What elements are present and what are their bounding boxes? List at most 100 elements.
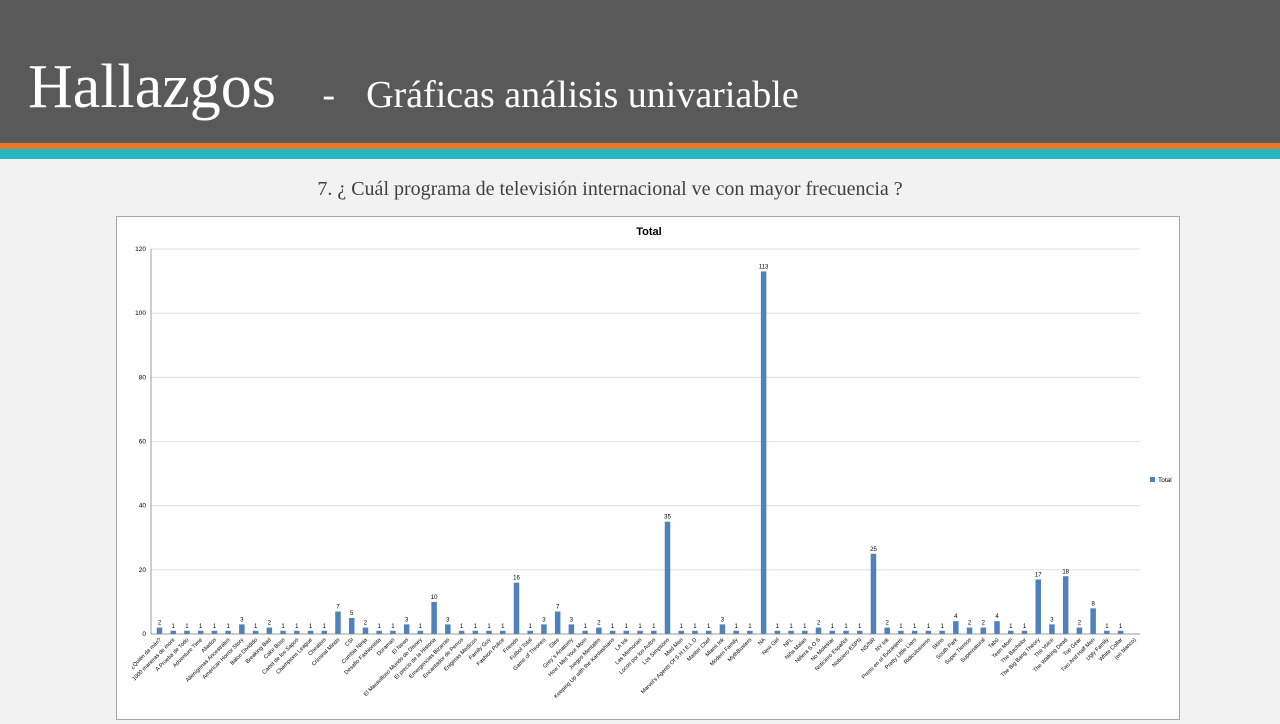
- bar: [733, 630, 739, 634]
- data-label: 1: [638, 624, 642, 630]
- data-label: 18: [1062, 569, 1069, 575]
- data-label: 4: [954, 614, 958, 620]
- data-label: 3: [446, 617, 450, 623]
- data-label: 1: [474, 624, 478, 630]
- chart-gridlines: [151, 248, 1140, 635]
- data-label: 1: [831, 624, 835, 630]
- bar: [802, 630, 808, 634]
- data-label: 5: [350, 611, 354, 617]
- y-tick-label: 0: [142, 631, 146, 638]
- data-label: 1: [913, 624, 917, 630]
- data-label: 3: [542, 617, 546, 623]
- data-label: 1: [391, 624, 395, 630]
- bar: [225, 630, 231, 634]
- bar: [623, 630, 630, 634]
- data-label: 2: [158, 621, 162, 627]
- accent-stripe-teal: [0, 149, 1280, 159]
- bar: [911, 630, 918, 634]
- data-label: 1: [1023, 624, 1027, 630]
- data-label: 1: [611, 624, 615, 630]
- bar: [431, 601, 437, 634]
- bar: [156, 627, 163, 634]
- bar: [184, 630, 190, 634]
- data-label: 1: [226, 624, 230, 630]
- bar-series-total: [156, 271, 1124, 634]
- bar: [458, 630, 465, 634]
- data-label: 10: [431, 595, 438, 601]
- data-label: 35: [664, 515, 671, 521]
- data-label: 1: [419, 624, 423, 630]
- bar: [417, 630, 424, 634]
- bar: [678, 630, 684, 634]
- data-label: 1: [1119, 624, 1123, 630]
- bar: [884, 627, 890, 634]
- bar: [197, 630, 204, 634]
- bar: [280, 630, 286, 634]
- data-label: 3: [1050, 617, 1054, 623]
- bar: [500, 630, 506, 634]
- question-text: 7. ¿ Cuál programa de televisión interna…: [317, 178, 903, 200]
- data-label: 2: [364, 621, 368, 627]
- bar: [774, 630, 781, 634]
- bar: [1117, 630, 1124, 634]
- bar: [1008, 630, 1014, 634]
- bar: [541, 624, 547, 634]
- data-label: 1: [1009, 624, 1013, 630]
- data-label: 1: [693, 624, 697, 630]
- bar: [966, 627, 973, 634]
- data-label: 1: [295, 624, 299, 630]
- bar: [843, 630, 849, 634]
- data-label: 1: [940, 624, 944, 630]
- data-label: 1: [927, 624, 931, 630]
- x-tick-label: NFL: [783, 637, 795, 649]
- slide-header: Hallazgos - Gráficas análisis univariabl…: [0, 0, 1280, 143]
- bar: [788, 630, 794, 634]
- data-label: 1: [734, 624, 738, 630]
- data-label: 3: [405, 617, 409, 623]
- data-label: 113: [759, 264, 769, 270]
- data-label: 4: [995, 614, 999, 620]
- data-label: 1: [858, 624, 862, 630]
- bar: [1049, 624, 1055, 634]
- bar: [390, 630, 396, 634]
- bar: [170, 630, 176, 634]
- data-label: 1: [199, 624, 203, 630]
- data-label: 1: [529, 624, 533, 630]
- bar: [1090, 608, 1096, 634]
- data-label: 1: [748, 624, 752, 630]
- bar: [637, 630, 643, 634]
- legend-swatch: [1150, 477, 1155, 482]
- bar: [596, 627, 602, 634]
- bar: [953, 621, 959, 634]
- data-label: 1: [776, 624, 780, 630]
- slide-title: Hallazgos - Gráficas análisis univariabl…: [28, 56, 799, 118]
- bar: [1104, 630, 1110, 634]
- data-label: 1: [1105, 624, 1109, 630]
- bar: [582, 630, 588, 634]
- data-label: 16: [513, 576, 520, 582]
- bar: [1076, 627, 1083, 634]
- data-label: 2: [1078, 621, 1082, 627]
- bar: [609, 630, 616, 634]
- data-label: 1: [652, 624, 656, 630]
- bar: [856, 630, 863, 634]
- bar: [486, 630, 492, 634]
- bar: [348, 617, 355, 634]
- legend-label: Total: [1158, 477, 1172, 484]
- y-tick-label: 20: [139, 567, 147, 574]
- data-label: 25: [870, 547, 877, 553]
- data-label: 3: [570, 617, 574, 623]
- bar: [815, 627, 822, 634]
- bar: [513, 582, 520, 634]
- bar: [294, 630, 300, 634]
- slide-subtitle: Gráficas análisis univariable: [366, 74, 799, 116]
- bar: [266, 627, 273, 634]
- bar: [362, 627, 369, 634]
- y-tick-label: 120: [135, 246, 146, 253]
- data-label: 2: [886, 621, 890, 627]
- slide-title-main: Hallazgos: [28, 53, 276, 121]
- bar: [870, 553, 877, 634]
